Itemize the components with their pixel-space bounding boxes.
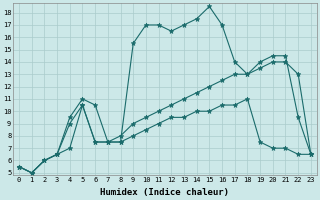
X-axis label: Humidex (Indice chaleur): Humidex (Indice chaleur) <box>100 188 229 197</box>
